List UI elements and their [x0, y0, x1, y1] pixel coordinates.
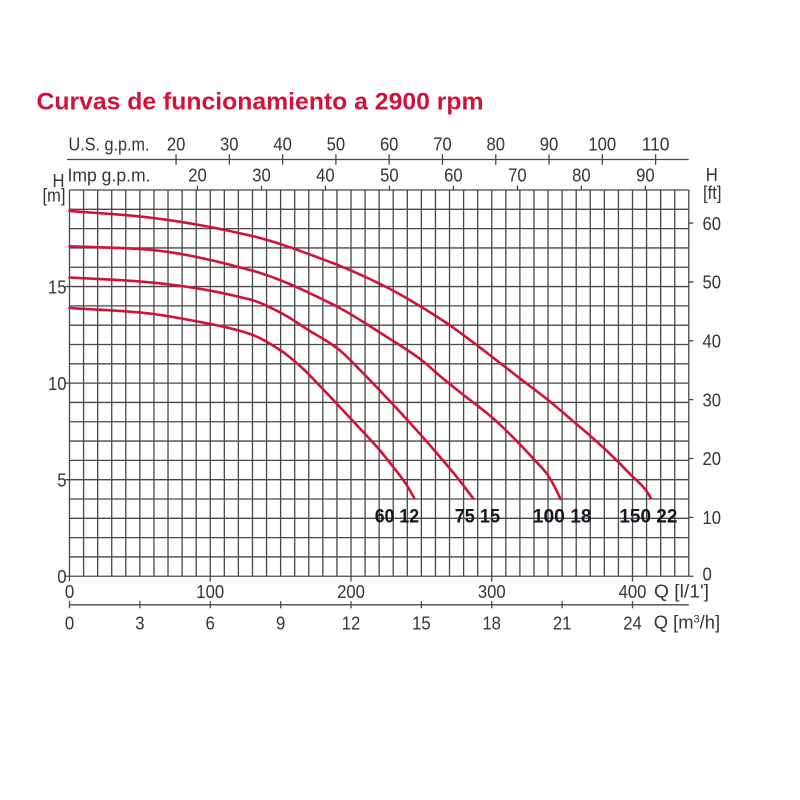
svg-text:18: 18: [482, 613, 501, 634]
svg-text:150 22: 150 22: [619, 506, 677, 528]
svg-text:6: 6: [206, 613, 215, 634]
svg-text:30: 30: [703, 389, 722, 410]
svg-text:300: 300: [478, 581, 506, 602]
svg-text:Q [l/1']: Q [l/1']: [654, 581, 709, 602]
svg-text:12: 12: [342, 613, 361, 634]
svg-text:10: 10: [703, 507, 722, 528]
svg-text:H: H: [53, 170, 65, 191]
svg-text:60: 60: [703, 213, 722, 234]
svg-text:9: 9: [276, 613, 285, 634]
svg-text:0: 0: [65, 613, 74, 634]
svg-text:70: 70: [508, 165, 527, 186]
svg-text:[ft]: [ft]: [703, 182, 722, 203]
svg-text:Curvas de funcionamiento a 290: Curvas de funcionamiento a 2900 rpm: [37, 89, 484, 116]
svg-text:75 15: 75 15: [455, 506, 501, 528]
svg-text:15: 15: [48, 276, 67, 297]
svg-text:110: 110: [642, 134, 670, 155]
svg-text:0: 0: [703, 564, 712, 585]
svg-text:40: 40: [316, 165, 335, 186]
svg-text:20: 20: [167, 134, 186, 155]
svg-text:90: 90: [540, 134, 559, 155]
svg-text:5: 5: [57, 469, 66, 490]
svg-text:50: 50: [327, 134, 346, 155]
svg-text:200: 200: [337, 581, 365, 602]
svg-text:60: 60: [444, 165, 463, 186]
svg-text:80: 80: [572, 165, 591, 186]
svg-text:20: 20: [188, 165, 207, 186]
svg-text:70: 70: [433, 134, 452, 155]
svg-text:[m]: [m]: [42, 185, 65, 206]
svg-text:100: 100: [588, 134, 616, 155]
svg-text:40: 40: [273, 134, 292, 155]
svg-text:50: 50: [703, 272, 722, 293]
svg-text:90: 90: [636, 165, 655, 186]
svg-text:3: 3: [135, 613, 144, 634]
svg-text:Imp g.p.m.: Imp g.p.m.: [68, 165, 151, 186]
svg-text:80: 80: [487, 134, 506, 155]
svg-text:50: 50: [380, 165, 399, 186]
svg-text:60 12: 60 12: [375, 506, 420, 528]
svg-text:30: 30: [252, 165, 271, 186]
svg-text:Q [m3/h]: Q [m3/h]: [654, 612, 720, 633]
svg-text:30: 30: [220, 134, 239, 155]
svg-text:40: 40: [703, 331, 722, 352]
svg-text:21: 21: [553, 613, 572, 634]
svg-text:60: 60: [380, 134, 399, 155]
svg-text:H: H: [706, 164, 718, 185]
svg-text:15: 15: [412, 613, 431, 634]
svg-text:10: 10: [48, 373, 67, 394]
svg-text:400: 400: [619, 581, 647, 602]
svg-text:U.S. g.p.m.: U.S. g.p.m.: [69, 134, 150, 155]
svg-text:0: 0: [57, 566, 66, 587]
svg-text:24: 24: [623, 613, 642, 634]
svg-text:20: 20: [703, 448, 722, 469]
svg-text:100: 100: [196, 581, 224, 602]
svg-text:0: 0: [65, 581, 74, 602]
svg-text:100 18: 100 18: [533, 506, 592, 528]
